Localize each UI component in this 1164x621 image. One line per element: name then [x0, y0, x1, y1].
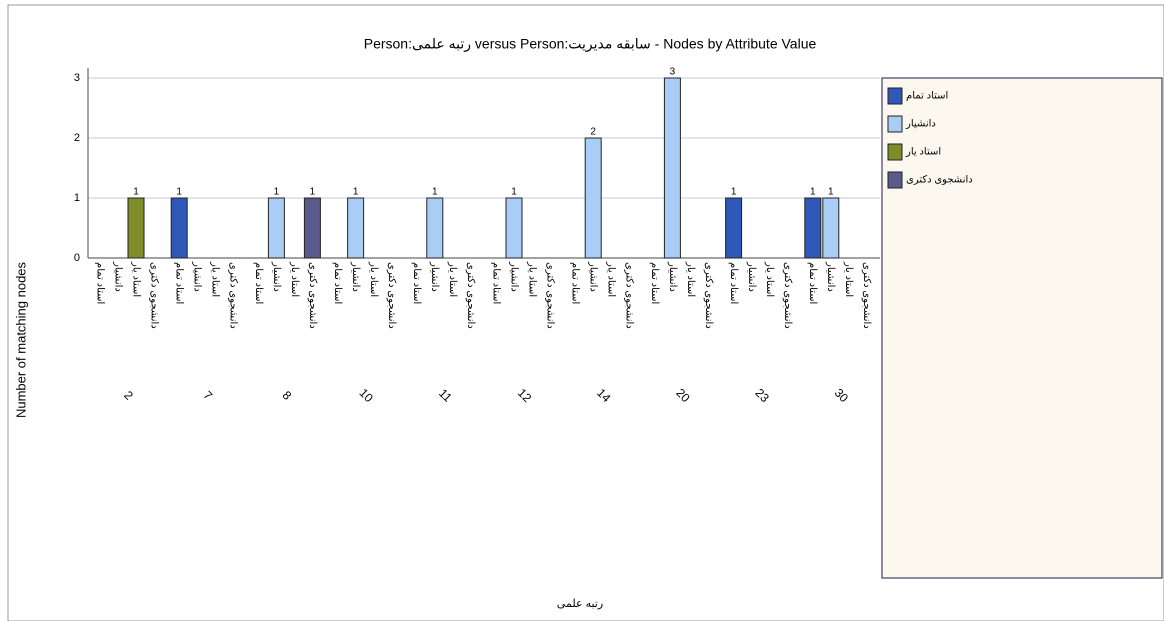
legend-swatch — [887, 115, 903, 133]
legend-label: دانشیار — [905, 119, 936, 130]
x-sub-label: دانشیار — [667, 261, 678, 292]
x-sub-label: دانشیار — [112, 261, 123, 292]
x-sub-label: استاد تمام — [94, 262, 105, 304]
x-sub-label: دانشجوی دکتری — [386, 262, 397, 329]
x-sub-label: استاد تمام — [411, 262, 422, 304]
x-sub-label: دانشجوی دکتری — [544, 262, 555, 329]
bar — [426, 197, 444, 259]
x-sub-label: استاد تمام — [253, 262, 264, 304]
data-label: 1 — [274, 187, 280, 198]
x-sub-label: استاد یار — [447, 261, 458, 297]
x-sub-label: استاد یار — [764, 261, 775, 297]
data-label: 1 — [432, 187, 438, 198]
y-axis-label: Number of matching nodes — [13, 261, 28, 418]
legend — [881, 77, 1163, 579]
bar — [663, 77, 681, 259]
legend-label: استاد تمام — [906, 91, 948, 102]
x-sub-label: دانشیار — [588, 261, 599, 292]
legend-swatch — [887, 171, 903, 189]
data-label: 1 — [828, 187, 834, 198]
y-tick-label: 0 — [74, 252, 80, 264]
y-tick-label: 3 — [74, 72, 80, 84]
x-sub-label: استاد یار — [210, 261, 221, 297]
x-sub-label: استاد یار — [843, 261, 854, 297]
x-sub-label: دانشجوی دکتری — [465, 262, 476, 329]
y-tick-label: 1 — [74, 192, 80, 204]
x-sub-label: دانشجوی دکتری — [703, 262, 714, 329]
x-sub-label: دانشیار — [508, 261, 519, 292]
x-sub-label: دانشجوی دکتری — [228, 262, 239, 329]
x-sub-label: دانشجوی دکتری — [148, 262, 159, 329]
x-sub-label: دانشجوی دکتری — [307, 262, 318, 329]
x-sub-label: استاد تمام — [332, 262, 343, 304]
data-label: 1 — [353, 187, 359, 198]
chart-title: Person:رتبه علمی versus Person:سابقه مدی… — [364, 36, 817, 53]
x-sub-label: استاد تمام — [728, 262, 739, 304]
bar — [505, 197, 523, 259]
bar — [303, 197, 321, 259]
bar — [170, 197, 188, 259]
x-axis-label: رتبه علمی — [557, 598, 603, 610]
x-sub-label: دانشیار — [825, 261, 836, 292]
data-label: 1 — [176, 187, 182, 198]
x-sub-label: دانشجوی دکتری — [624, 262, 635, 329]
x-sub-label: استاد یار — [526, 261, 537, 297]
bar — [584, 137, 602, 259]
data-label: 1 — [133, 187, 139, 198]
data-label: 1 — [310, 187, 316, 198]
x-sub-label: دانشیار — [350, 261, 361, 292]
x-sub-label: دانشیار — [271, 261, 282, 292]
x-sub-label: استاد تمام — [649, 262, 660, 304]
bar — [127, 197, 145, 259]
data-label: 3 — [670, 67, 676, 78]
y-tick-label: 2 — [74, 132, 80, 144]
data-label: 1 — [810, 187, 816, 198]
bar — [725, 197, 743, 259]
x-sub-label: استاد یار — [130, 261, 141, 297]
data-label: 1 — [511, 187, 517, 198]
x-sub-label: دانشیار — [429, 261, 440, 292]
x-sub-label: دانشجوی دکتری — [861, 262, 872, 329]
x-sub-label: استاد تمام — [807, 262, 818, 304]
legend-label: استاد یار — [905, 147, 941, 158]
x-sub-label: استاد یار — [289, 261, 300, 297]
legend-swatch — [887, 143, 903, 161]
bar — [347, 197, 365, 259]
bar — [267, 197, 285, 259]
x-sub-label: دانشیار — [746, 261, 757, 292]
bar — [804, 197, 822, 259]
bar — [822, 197, 840, 259]
data-label: 2 — [590, 127, 596, 138]
x-sub-label: استاد تمام — [490, 262, 501, 304]
legend-label: دانشجوی دکتری — [906, 175, 973, 186]
x-sub-label: استاد یار — [368, 261, 379, 297]
x-sub-label: استاد تمام — [174, 262, 185, 304]
data-label: 1 — [731, 187, 737, 198]
x-sub-label: دانشجوی دکتری — [782, 262, 793, 329]
x-sub-label: استاد یار — [685, 261, 696, 297]
x-sub-label: استاد تمام — [570, 262, 581, 304]
x-sub-label: دانشیار — [192, 261, 203, 292]
legend-swatch — [887, 87, 903, 105]
x-sub-label: استاد یار — [606, 261, 617, 297]
